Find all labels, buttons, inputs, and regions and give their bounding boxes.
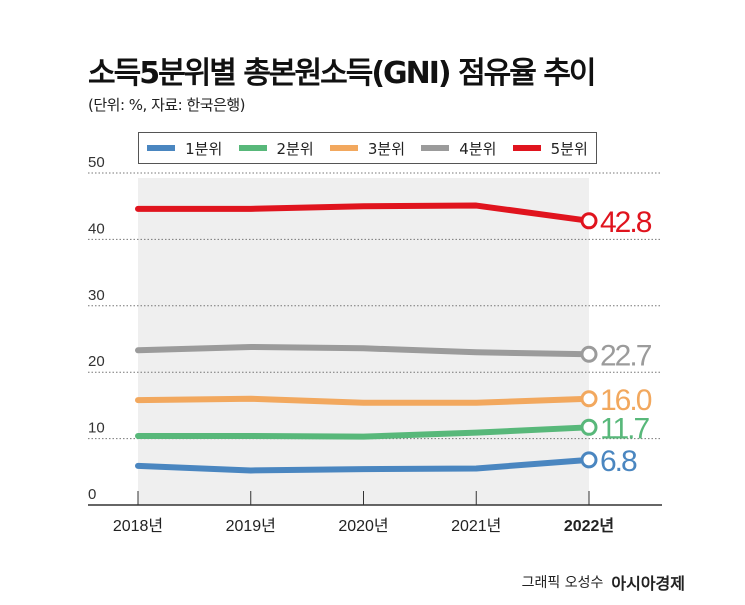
brand-logo: 아시아경제 [611,574,685,593]
legend-item: 4분위 [421,138,496,159]
legend-swatch [329,145,358,151]
y-tick-label: 40 [88,220,105,237]
legend-item: 2분위 [238,138,314,159]
end-data-label: 16.0 [600,384,652,417]
y-tick-label: 0 [88,486,96,503]
credit: 그래픽 오성수 아시아경제 [522,570,685,594]
y-tick-label: 20 [88,353,105,370]
legend: 1분위 2분위 3분위 4분위 5분위 [138,132,597,164]
legend-swatch [421,145,450,151]
legend-label: 1분위 [185,139,223,158]
y-tick-label: 10 [88,420,105,437]
legend-item: 3분위 [329,138,406,159]
end-point-marker [580,212,598,230]
end-point-marker [580,390,598,408]
x-tick-label: 2021년 [451,517,501,535]
end-data-label: 6.8 [600,445,637,478]
end-data-label: 22.7 [600,339,652,372]
x-tick-label: 2022년 [564,516,614,535]
x-tick-label: 2018년 [113,517,163,535]
chart-title: 소득5분위별 총본원소득(GNI) 점유율 추이 [88,56,597,91]
legend-label: 5분위 [550,139,588,158]
end-point-marker [580,451,598,469]
end-point-marker [580,345,598,363]
legend-swatch [238,145,267,151]
legend-label: 2분위 [276,139,314,158]
plot-background [138,178,589,505]
legend-label: 3분위 [367,139,406,158]
credit-author: 그래픽 오성수 [521,575,604,591]
legend-swatch [512,145,541,151]
x-tick-label: 2019년 [226,517,276,535]
legend-swatch [147,145,176,151]
y-tick-label: 30 [88,287,105,304]
legend-item: 5분위 [512,138,588,159]
chart-subtitle: (단위: %, 자료: 한국은행) [88,96,246,114]
y-tick-label: 50 [88,154,105,171]
legend-label: 4분위 [459,139,497,158]
end-point-marker [580,418,598,436]
end-data-label: 11.7 [600,412,649,445]
legend-item: 1분위 [147,138,222,159]
x-tick-label: 2020년 [338,517,388,535]
end-data-label: 42.8 [600,206,652,239]
